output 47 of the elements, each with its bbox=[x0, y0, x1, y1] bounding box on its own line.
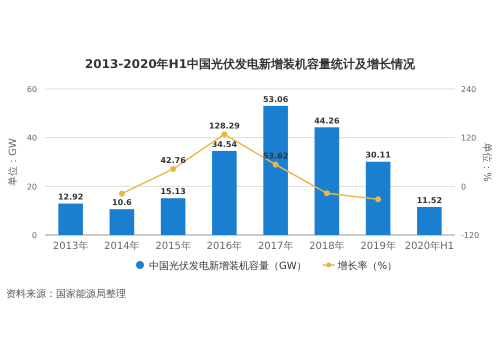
x-tick-label: 2014年 bbox=[104, 240, 140, 252]
bar bbox=[58, 204, 83, 235]
point bbox=[324, 190, 330, 196]
y-tick-label: 40 bbox=[26, 134, 37, 143]
data-label: 53.62 bbox=[262, 152, 288, 161]
data-label: 11.52 bbox=[416, 196, 442, 205]
x-tick-label: 2017年 bbox=[258, 240, 294, 252]
bar bbox=[263, 106, 288, 235]
bar bbox=[314, 127, 340, 235]
chart-title: 2013-2020年H1中国光伏发电新增装机容量统计及增长情况 bbox=[84, 57, 416, 71]
bar bbox=[366, 162, 390, 235]
x-tick-label: 2020年H1 bbox=[404, 240, 454, 252]
point bbox=[170, 166, 176, 172]
y2-tick-label: -120 bbox=[461, 231, 480, 240]
data-label: 30.11 bbox=[365, 150, 392, 160]
y-tick-label: 60 bbox=[26, 85, 37, 94]
bar bbox=[212, 150, 237, 235]
point bbox=[272, 162, 279, 168]
y2-tick-label: 240 bbox=[461, 85, 476, 94]
data-label: 15.13 bbox=[160, 187, 186, 196]
y-axis-title: 单位：GW bbox=[7, 138, 19, 186]
data-label: 10.6 bbox=[112, 198, 132, 208]
y2-tick-label: 0 bbox=[461, 182, 466, 192]
x-tick-label: 2016年 bbox=[206, 240, 242, 252]
legend-label: 增长率（%） bbox=[336, 260, 398, 272]
y-tick-label: 0 bbox=[32, 231, 37, 240]
y2-tick-label: 120 bbox=[461, 134, 476, 143]
text: 资料来源：国家能源局整理 bbox=[6, 288, 126, 300]
data-label: 53.06 bbox=[262, 94, 289, 104]
x-tick-label: 2019年 bbox=[360, 240, 396, 252]
bar bbox=[110, 209, 134, 235]
data-label: 44.26 bbox=[314, 116, 340, 126]
point bbox=[118, 190, 125, 197]
x-tick-label: 2013年 bbox=[52, 240, 88, 252]
y2-axis-title: 单位：% bbox=[481, 142, 493, 182]
y-tick-label: 20 bbox=[26, 182, 37, 192]
point bbox=[375, 196, 382, 202]
data-label: 34.54 bbox=[212, 140, 238, 149]
data-label: 12.92 bbox=[58, 192, 84, 202]
x-tick-label: 2015年 bbox=[155, 240, 191, 252]
data-label: 128.29 bbox=[208, 121, 240, 130]
x-tick-label: 2018年 bbox=[309, 240, 345, 252]
bar bbox=[417, 206, 442, 235]
bar bbox=[160, 198, 186, 235]
data-label: 42.76 bbox=[160, 156, 186, 165]
point bbox=[221, 131, 228, 138]
legend-label: 中国光伏发电新增装机容量（GW） bbox=[149, 260, 307, 272]
